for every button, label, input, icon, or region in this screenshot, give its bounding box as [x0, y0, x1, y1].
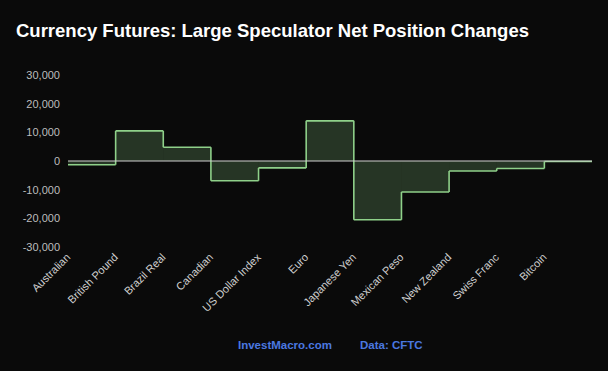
background [0, 0, 608, 371]
y-tick-label: 20,000 [26, 98, 60, 110]
area-segment [401, 161, 449, 192]
step-connector [162, 131, 164, 147]
step-connector [448, 171, 450, 192]
x-tick-label: Bitcoin [517, 251, 549, 283]
x-tick-label: US Dollar Index [200, 251, 263, 314]
y-tick-label: -10,000 [23, 184, 60, 196]
step-line [449, 170, 497, 172]
x-tick-label: Australian [29, 251, 72, 294]
zero-line [68, 161, 592, 162]
step-line [163, 146, 211, 148]
title: Currency Futures: Large Speculator Net P… [16, 20, 529, 41]
footer-text: InvestMacro.com [238, 339, 332, 351]
step-line [259, 167, 307, 169]
step-line [497, 168, 545, 170]
x-tick-label: New Zealand [399, 251, 453, 305]
x-tick-label: Canadian [174, 251, 216, 293]
chart: Currency Futures: Large Speculator Net P… [0, 0, 608, 371]
y-tick-label: 10,000 [26, 126, 60, 138]
y-tick-label: -20,000 [23, 212, 60, 224]
step-line [306, 120, 354, 122]
area-segment [259, 161, 307, 168]
area-segment [449, 161, 497, 171]
step-connector [115, 131, 117, 165]
area-segment [163, 147, 211, 161]
step-line [116, 130, 164, 132]
x-tick-label: Mexican Peso [349, 251, 406, 308]
x-tick-label: Swiss Franc [450, 251, 501, 302]
step-connector [544, 162, 546, 169]
step-connector [258, 168, 260, 181]
step-connector [496, 168, 498, 171]
area-segment [68, 161, 116, 165]
x-tick-label: British Pound [65, 251, 120, 306]
step-connector [401, 192, 403, 220]
y-tick-label: -30,000 [23, 241, 60, 253]
step-line [211, 180, 259, 182]
area-segment [306, 121, 354, 161]
area-segment [497, 161, 545, 168]
area-segment [211, 161, 259, 181]
area-segment [116, 131, 164, 161]
step-line [354, 219, 402, 221]
x-tick-label: Euro [286, 251, 311, 276]
y-tick-label: 30,000 [26, 69, 60, 81]
area-segment [354, 161, 402, 220]
footer-text: Data: CFTC [360, 339, 423, 351]
step-line [401, 191, 449, 193]
x-tick-label: Brazil Real [122, 251, 168, 297]
step-connector [353, 121, 355, 220]
step-line [68, 164, 116, 166]
plot-area [68, 121, 592, 220]
step-connector [210, 147, 212, 181]
y-tick-label: 0 [54, 155, 60, 167]
